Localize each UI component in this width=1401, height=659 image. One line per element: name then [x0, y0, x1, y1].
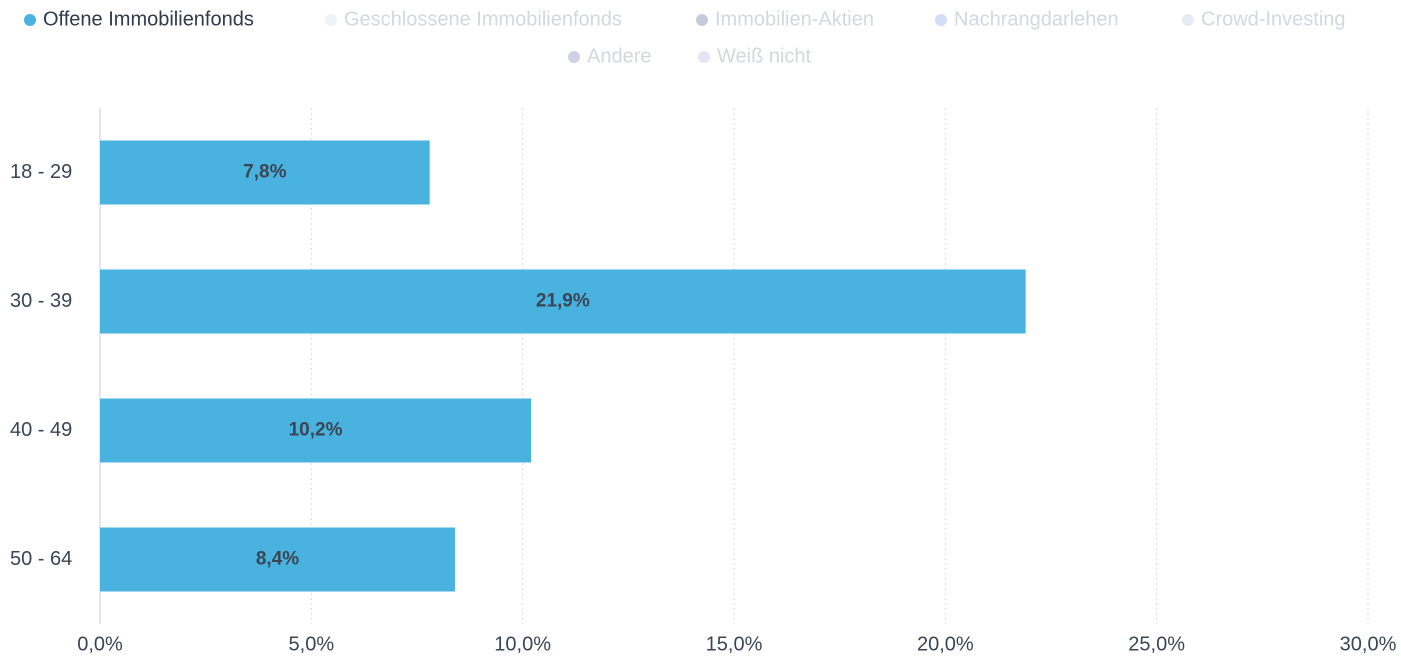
data-label: 21,9%	[536, 291, 590, 312]
x-tick-label: 30,0%	[1340, 633, 1397, 655]
bar	[100, 527, 456, 592]
legend-label[interactable]: Offene Immobilienfonds	[43, 8, 254, 30]
legend-label[interactable]: Crowd-Investing	[1201, 8, 1346, 30]
legend-marker[interactable]	[1182, 14, 1194, 26]
legend-marker[interactable]	[696, 14, 708, 26]
x-tick-label: 25,0%	[1128, 633, 1185, 655]
legend-marker[interactable]	[698, 51, 710, 63]
data-label: 10,2%	[289, 420, 343, 441]
legend-label[interactable]: Geschlossene Immobilienfonds	[344, 8, 622, 30]
y-tick-label: 18 - 29	[10, 161, 72, 183]
y-tick-label: 30 - 39	[10, 290, 72, 312]
y-tick-label: 40 - 49	[10, 419, 72, 441]
bar	[100, 398, 532, 463]
legend-label[interactable]: Immobilien-Aktien	[715, 8, 874, 30]
x-tick-label: 5,0%	[289, 633, 335, 655]
legend-label[interactable]: Weiß nicht	[717, 45, 812, 67]
y-tick-label: 50 - 64	[10, 548, 72, 570]
x-tick-label: 10,0%	[494, 633, 551, 655]
legend-label[interactable]: Andere	[587, 45, 652, 67]
bar	[100, 269, 1026, 334]
legend-marker[interactable]	[24, 14, 36, 26]
legend-marker[interactable]	[568, 51, 580, 63]
data-label: 8,4%	[256, 549, 299, 570]
legend-marker[interactable]	[935, 14, 947, 26]
legend-marker[interactable]	[325, 14, 337, 26]
bar	[100, 140, 430, 205]
x-tick-label: 0,0%	[77, 633, 123, 655]
x-tick-label: 20,0%	[917, 633, 974, 655]
legend-label[interactable]: Nachrangdarlehen	[954, 8, 1119, 30]
data-label: 7,8%	[243, 162, 286, 183]
x-tick-label: 15,0%	[706, 633, 763, 655]
